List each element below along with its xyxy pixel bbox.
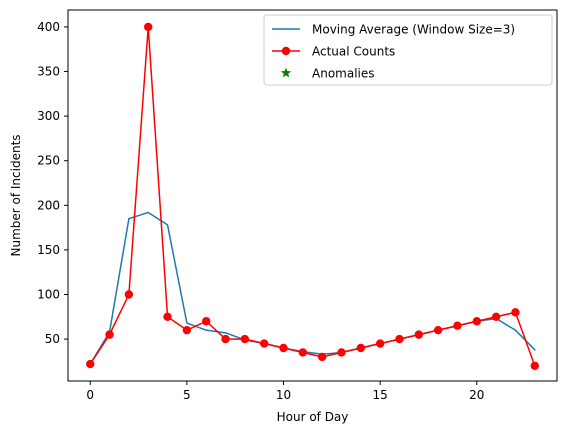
data-point	[86, 359, 95, 369]
data-point	[375, 339, 385, 348]
data-point	[182, 325, 192, 335]
data-point	[511, 308, 520, 317]
x-axis-ticks: 0 5 10 15 20	[86, 381, 484, 402]
data-point	[105, 330, 114, 339]
y-tick-label: 350	[37, 65, 60, 79]
y-tick-label: 50	[45, 332, 60, 346]
x-axis-label: Hour of Day	[277, 410, 349, 424]
data-point	[453, 321, 462, 330]
data-point	[356, 343, 366, 353]
data-point	[240, 334, 250, 344]
x-tick-label: 20	[469, 388, 484, 402]
x-tick-label: 5	[183, 388, 191, 402]
y-tick-label: 250	[37, 154, 60, 168]
y-tick-label: 200	[37, 198, 60, 212]
data-point	[298, 348, 308, 357]
legend-handle-star	[280, 67, 292, 78]
data-point	[279, 343, 288, 353]
y-tick-label: 150	[37, 243, 60, 257]
y-tick-label: 300	[37, 109, 60, 123]
legend-label: Actual Counts	[312, 45, 395, 59]
y-tick-label: 400	[37, 20, 60, 34]
data-point	[472, 317, 481, 326]
legend-handle-marker	[281, 46, 291, 56]
data-point	[530, 361, 539, 371]
plot-frame	[67, 9, 558, 382]
plot-markers	[86, 22, 539, 371]
legend-entries: Moving Average (Window Size=3) Actual Cou…	[272, 23, 515, 81]
data-point	[395, 334, 404, 344]
legend: Moving Average (Window Size=3) Actual Cou…	[263, 14, 553, 86]
data-point	[221, 334, 230, 344]
data-point	[201, 317, 211, 326]
data-point	[144, 22, 153, 32]
data-point	[124, 290, 134, 299]
y-tick-label: 100	[37, 287, 60, 301]
y-axis-ticks: 50 100 150 200 250 300 350 400	[37, 20, 68, 346]
data-point	[259, 339, 269, 348]
data-point	[337, 348, 346, 357]
x-tick-label: 0	[86, 388, 94, 402]
legend-label: Anomalies	[312, 67, 375, 81]
legend-label: Moving Average (Window Size=3)	[312, 23, 515, 37]
data-point	[414, 330, 424, 339]
x-tick-label: 10	[276, 388, 291, 402]
data-point	[163, 312, 172, 321]
y-axis-label: Number of Incidents	[9, 134, 23, 256]
data-point	[317, 352, 327, 362]
data-point	[491, 312, 501, 321]
x-tick-label: 15	[373, 388, 388, 402]
legend-box	[263, 14, 553, 86]
data-point	[433, 325, 443, 335]
